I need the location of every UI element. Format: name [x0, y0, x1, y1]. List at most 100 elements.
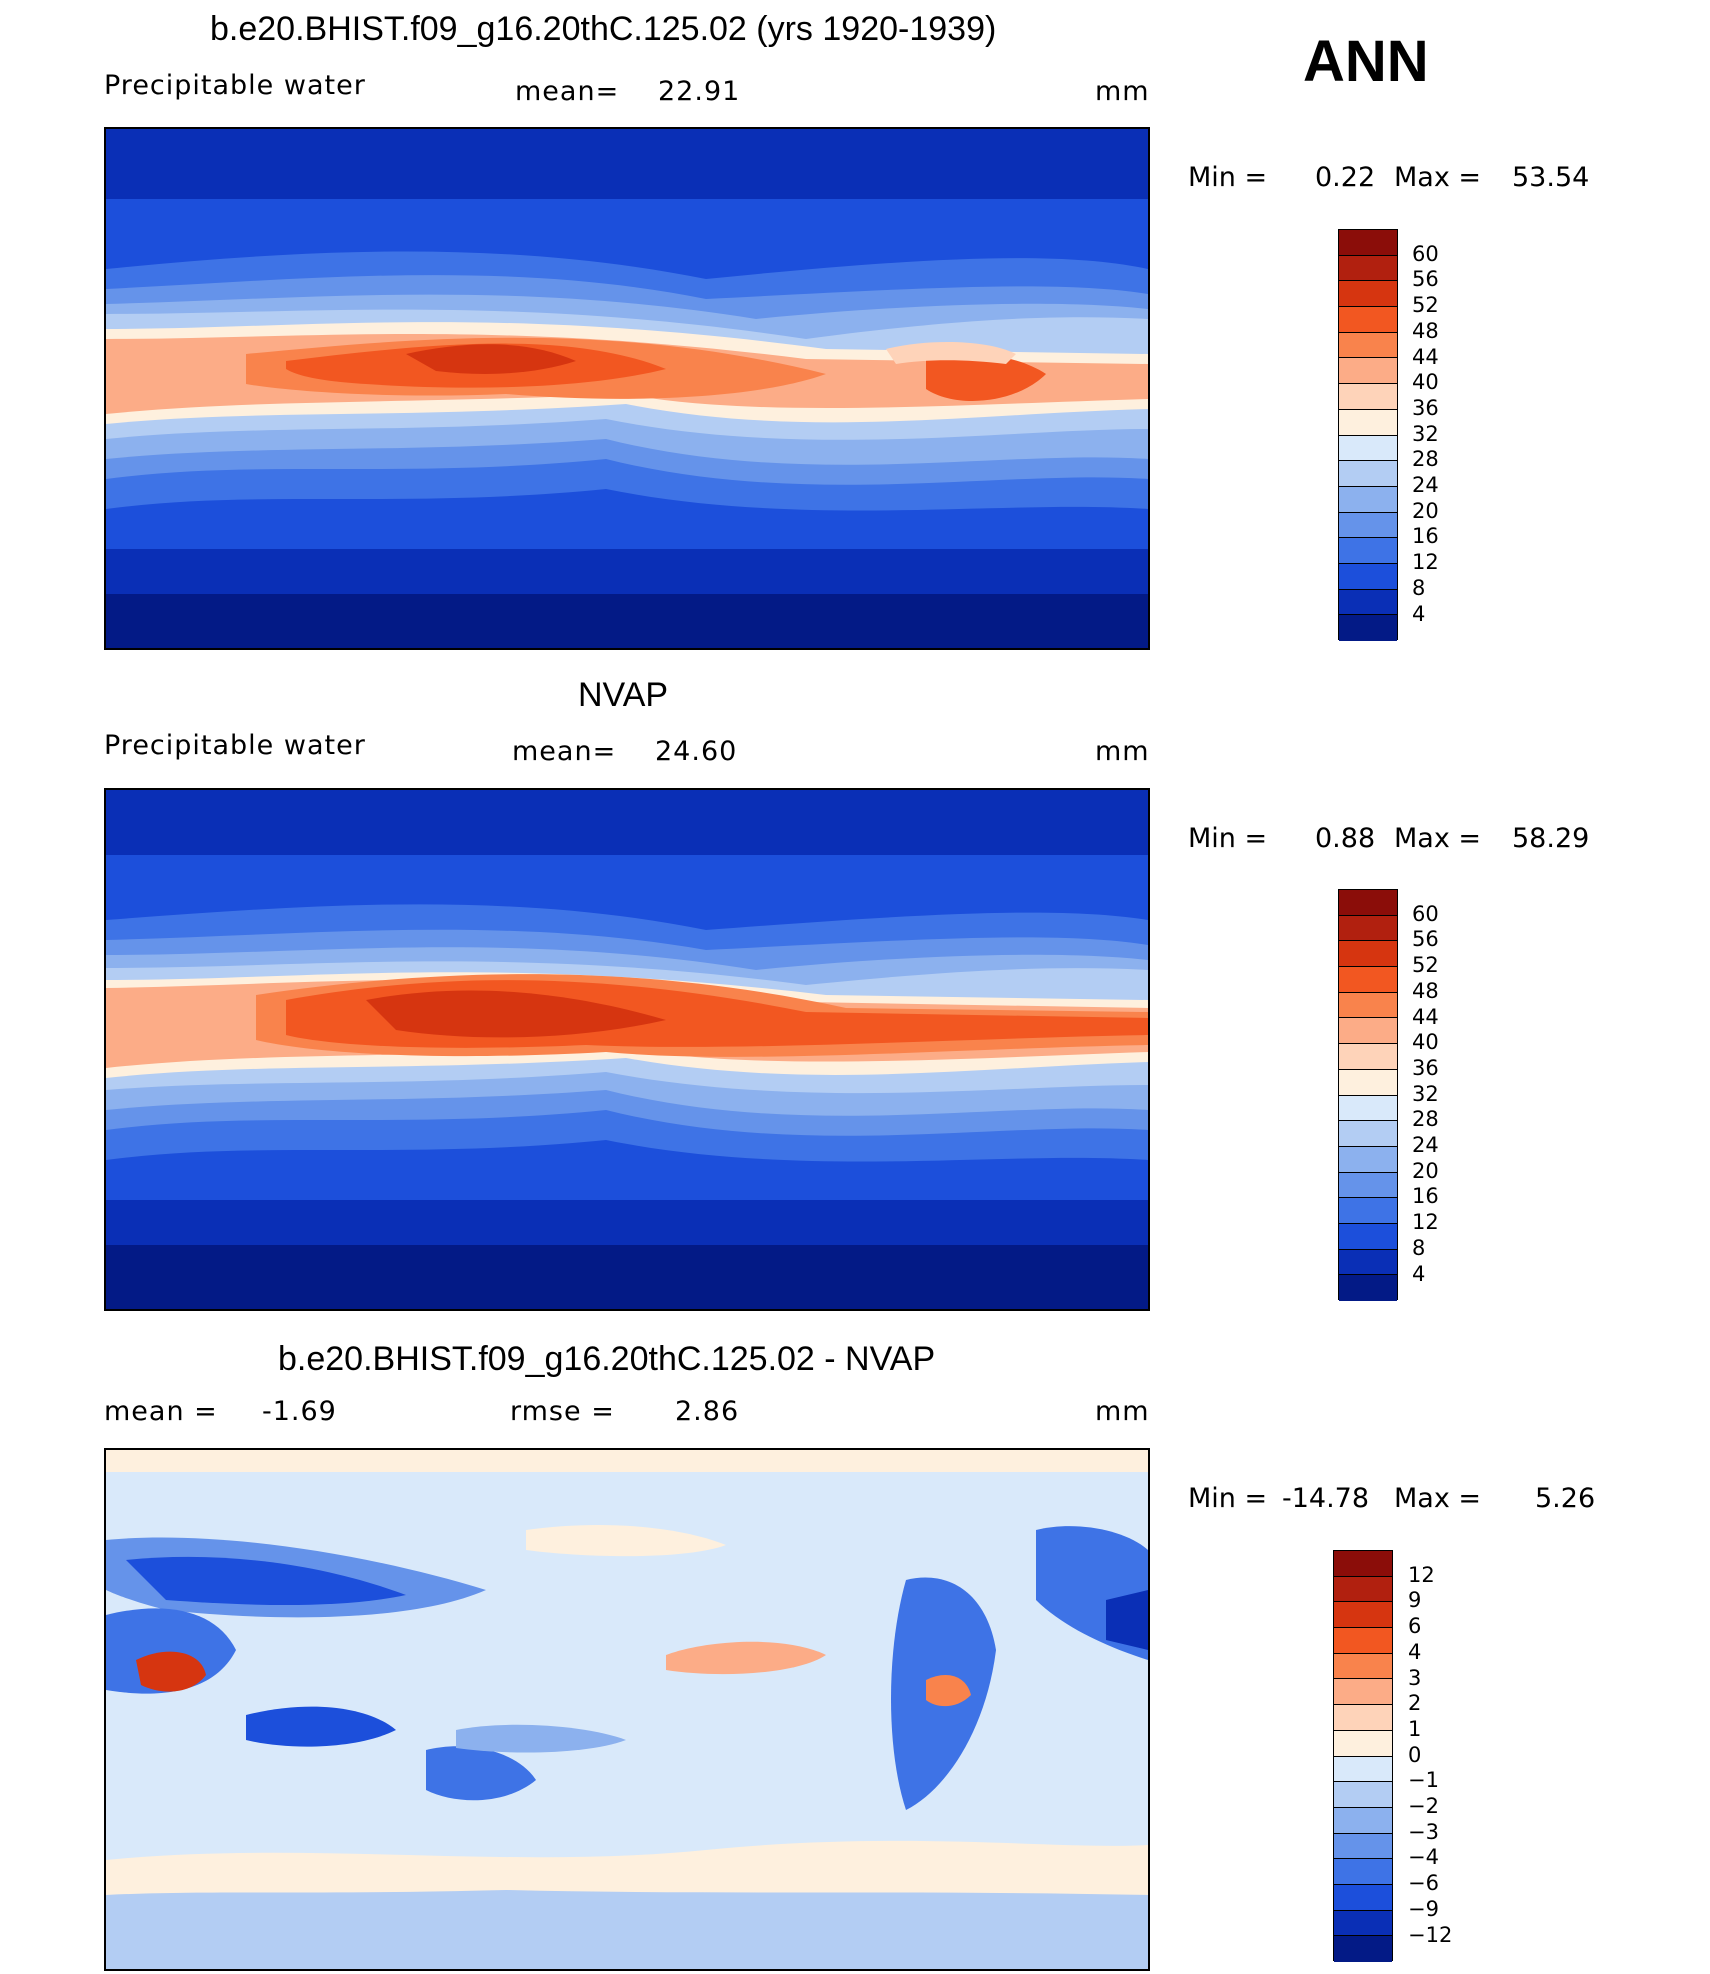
colorbar-swatch [1334, 1807, 1392, 1834]
colorbar-swatch [1334, 1833, 1392, 1860]
colorbar-swatch [1339, 1095, 1397, 1122]
panel-1-mean-label: mean= [515, 76, 620, 107]
colorbar-swatch [1339, 307, 1397, 333]
colorbar-tick-label: 40 [1412, 1030, 1439, 1055]
panel-1-mean-value: 22.91 [658, 76, 741, 107]
colorbar-swatch [1339, 1198, 1397, 1224]
colorbar-tick-label: −12 [1408, 1922, 1453, 1947]
colorbar-swatch [1339, 1121, 1397, 1147]
colorbar-tick-label: 56 [1412, 927, 1439, 952]
panel-3-min-label: Min = [1188, 1483, 1268, 1514]
colorbar-tick-label: 2 [1408, 1691, 1422, 1716]
colorbar-swatch [1334, 1859, 1392, 1885]
colorbar-tick-label: 4 [1408, 1639, 1422, 1664]
panel-2-map [104, 788, 1150, 1311]
panel-1-max-label: Max = [1394, 162, 1482, 193]
colorbar-tick-label: 4 [1412, 601, 1426, 626]
colorbar-swatch [1339, 384, 1397, 410]
panel-3-rmse-label: rmse = [510, 1396, 615, 1427]
colorbar-tick-label: −6 [1408, 1871, 1439, 1896]
colorbar-tick-label: 60 [1412, 241, 1439, 266]
panel-3-rmse-value: 2.86 [675, 1396, 740, 1427]
colorbar-swatch [1339, 512, 1397, 539]
panel-2-mean-label: mean= [512, 736, 617, 767]
panel-2-units: mm [1095, 736, 1150, 767]
colorbar-swatch [1339, 1275, 1397, 1301]
panel-2-variable: Precipitable water [104, 730, 366, 761]
panel-2-mean-value: 24.60 [655, 736, 738, 767]
panel-3-map [104, 1448, 1150, 1971]
colorbar-tick-label: 52 [1412, 293, 1439, 318]
colorbar-swatch [1339, 230, 1397, 256]
panel-1-units: mm [1095, 76, 1150, 107]
colorbar-swatch [1339, 967, 1397, 993]
colorbar-tick-label: 6 [1408, 1614, 1422, 1639]
colorbar-tick-label: 48 [1412, 318, 1439, 343]
colorbar-swatch [1339, 1044, 1397, 1070]
panel-3-min-value: -14.78 [1282, 1483, 1370, 1514]
panel-1-map [104, 127, 1150, 650]
panel-3-map-field [106, 1450, 1148, 1969]
colorbar-tick-label: −4 [1408, 1845, 1439, 1870]
colorbar-tick-label: 20 [1412, 1158, 1439, 1183]
colorbar-swatch [1339, 1146, 1397, 1173]
colorbar-swatch [1339, 1018, 1397, 1045]
colorbar-swatch [1334, 1884, 1392, 1911]
panel-2-map-field [106, 790, 1148, 1309]
colorbar-tick-label: 20 [1412, 498, 1439, 523]
colorbar-tick-label: 32 [1412, 421, 1439, 446]
colorbar-swatch [1339, 281, 1397, 308]
colorbar-swatch [1339, 538, 1397, 564]
colorbar-swatch [1334, 1730, 1392, 1757]
colorbar-tick-label: 16 [1412, 524, 1439, 549]
colorbar-tick-label: −1 [1408, 1768, 1439, 1793]
colorbar-tick-label: 8 [1412, 1235, 1426, 1260]
colorbar-swatch [1339, 589, 1397, 616]
colorbar-swatch [1334, 1602, 1392, 1629]
colorbar-tick-label: 12 [1412, 1210, 1439, 1235]
colorbar-swatch [1339, 1223, 1397, 1250]
colorbar-swatch [1334, 1628, 1392, 1654]
colorbar-swatch [1334, 1910, 1392, 1937]
colorbar-swatch [1334, 1576, 1392, 1603]
panel-1-max-value: 53.54 [1512, 162, 1590, 193]
colorbar-tick-label: 56 [1412, 267, 1439, 292]
colorbar-swatch [1339, 941, 1397, 968]
colorbar-swatch [1334, 1936, 1392, 1962]
colorbar-swatch [1339, 615, 1397, 641]
colorbar-tick-label: 52 [1412, 953, 1439, 978]
panel-3-max-label: Max = [1394, 1483, 1482, 1514]
panel-3-title: b.e20.BHIST.f09_g16.20thC.125.02 - NVAP [278, 1340, 936, 1378]
panel-1-colorbar [1338, 229, 1398, 641]
colorbar-swatch [1339, 332, 1397, 359]
colorbar-tick-label: 36 [1412, 1055, 1439, 1080]
colorbar-swatch [1334, 1551, 1392, 1577]
colorbar-tick-label: 60 [1412, 901, 1439, 926]
colorbar-swatch [1339, 435, 1397, 462]
colorbar-swatch [1339, 563, 1397, 590]
panel-1-title: b.e20.BHIST.f09_g16.20thC.125.02 (yrs 19… [210, 10, 997, 48]
colorbar-swatch [1334, 1782, 1392, 1808]
colorbar-swatch [1339, 486, 1397, 513]
colorbar-tick-label: 12 [1408, 1562, 1435, 1587]
colorbar-tick-label: 44 [1412, 344, 1439, 369]
colorbar-tick-label: 1 [1408, 1716, 1422, 1741]
colorbar-swatch [1339, 1249, 1397, 1276]
panel-3-mean-label: mean = [104, 1396, 218, 1427]
colorbar-tick-label: 24 [1412, 473, 1439, 497]
panel-2-max-value: 58.29 [1512, 823, 1590, 854]
colorbar-swatch [1339, 358, 1397, 385]
panel-3-max-value: 5.26 [1535, 1483, 1596, 1514]
panel-3-colorbar [1333, 1550, 1393, 1962]
colorbar-tick-label: −2 [1408, 1794, 1439, 1818]
colorbar-swatch [1339, 1172, 1397, 1199]
colorbar-tick-label: 40 [1412, 370, 1439, 395]
colorbar-tick-label: 32 [1412, 1081, 1439, 1106]
colorbar-tick-label: 3 [1408, 1665, 1422, 1690]
season-label: ANN [1303, 29, 1429, 94]
panel-1-min-label: Min = [1188, 162, 1268, 193]
colorbar-tick-label: 9 [1408, 1588, 1422, 1613]
colorbar-swatch [1339, 461, 1397, 487]
panel-1-min-value: 0.22 [1315, 162, 1376, 193]
colorbar-swatch [1334, 1756, 1392, 1783]
